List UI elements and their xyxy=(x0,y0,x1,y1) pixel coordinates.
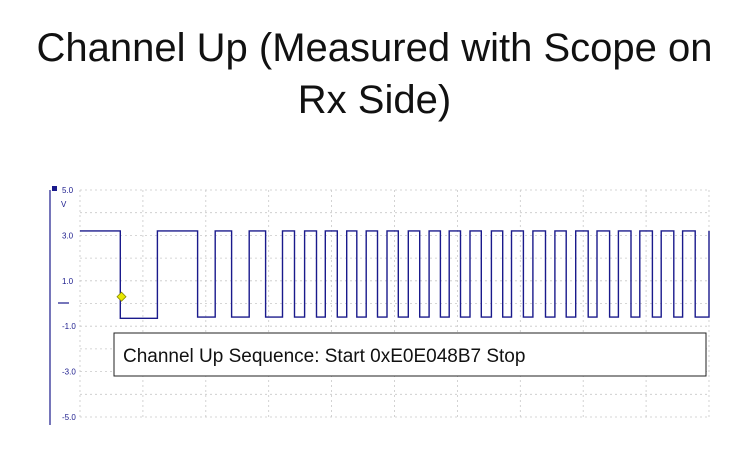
signal-trace xyxy=(80,230,710,319)
channel-marker-icon xyxy=(52,186,57,191)
slide-title-line-1: Channel Up (Measured with Scope on xyxy=(36,26,713,70)
y-tick-label: 5.0 xyxy=(62,186,74,195)
slide-title-line-2: Rx Side) xyxy=(297,78,452,122)
cursor-marker-icon[interactable] xyxy=(116,291,127,302)
annotation-box: Channel Up Sequence: Start 0xE0E048B7 St… xyxy=(113,332,707,377)
y-tick-label: 1.0 xyxy=(62,277,74,286)
y-tick-label: 3.0 xyxy=(62,231,74,240)
y-tick-labels: 5.0 3.0 1.0 -1.0 -3.0 -5.0 xyxy=(62,186,76,422)
slide-title: Channel Up (Measured with Scope on Rx Si… xyxy=(0,22,749,126)
y-tick-label: -1.0 xyxy=(62,322,76,331)
y-tick-label: -5.0 xyxy=(62,413,76,422)
annotation-text: Channel Up Sequence: Start 0xE0E048B7 St… xyxy=(123,346,525,367)
y-axis-unit: V xyxy=(61,200,67,209)
y-tick-label: -3.0 xyxy=(62,368,76,377)
grid xyxy=(79,189,710,418)
